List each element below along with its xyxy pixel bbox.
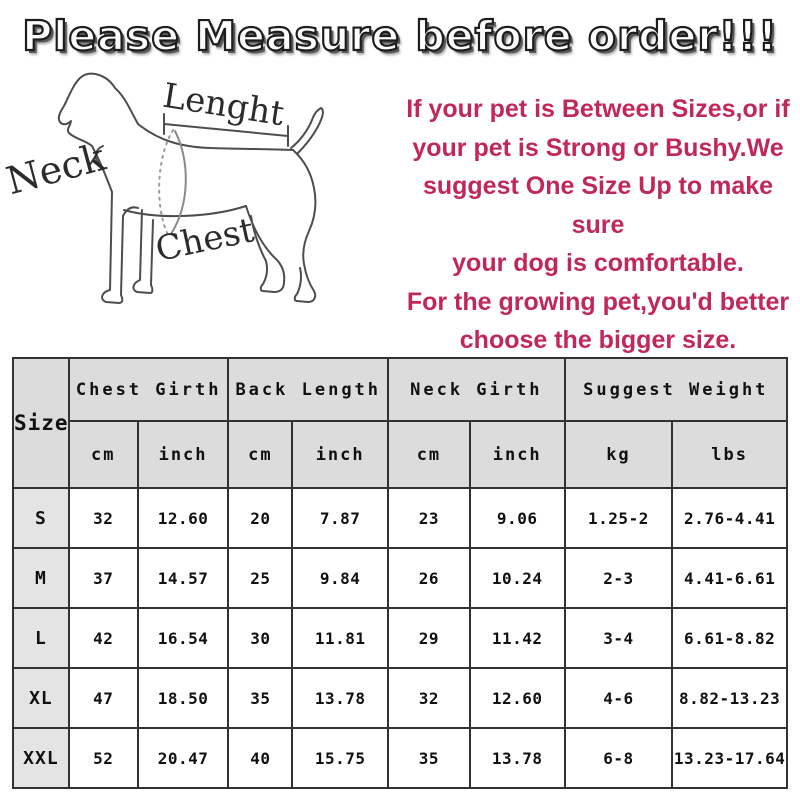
unit-back-cm: cm <box>227 420 294 489</box>
value-cell: 9.84 <box>291 547 390 609</box>
value-cell: 29 <box>387 607 471 669</box>
notice-line: For the growing pet,you'd better <box>406 287 790 316</box>
dog-tail-outline <box>290 107 324 155</box>
size-label-cell: S <box>12 487 70 549</box>
value-cell: 11.81 <box>291 607 390 669</box>
dog-collar-line <box>94 145 104 165</box>
size-table: Size Chest Girth Back Length Neck Girth … <box>12 357 789 789</box>
value-cell: 14.57 <box>136 547 230 609</box>
value-cell: 13.23-17.64 <box>671 727 788 789</box>
value-cell: 20 <box>227 487 294 549</box>
value-cell: 4-6 <box>563 667 674 729</box>
size-row-m: M 37 14.57 25 9.84 26 10.24 2-3 4.41-6.6… <box>12 547 788 609</box>
dog-measurement-diagram: Neck Lenght Chest <box>2 72 324 304</box>
dog-hind-leg-near <box>245 205 286 293</box>
dog-belly-outline <box>123 205 247 218</box>
value-cell: 6-8 <box>563 727 674 789</box>
unit-back-inch: inch <box>291 420 390 489</box>
notice-line: your pet is Strong or Bushy.We <box>412 133 784 162</box>
value-cell: 13.78 <box>468 727 566 789</box>
value-cell: 20.47 <box>136 727 230 789</box>
value-cell: 9.06 <box>468 487 566 549</box>
dog-back-outline <box>137 123 294 151</box>
value-cell: 15.75 <box>291 727 390 789</box>
unit-chest-inch: inch <box>136 420 230 489</box>
unit-neck-inch: inch <box>468 420 566 489</box>
header-chest-girth: Chest Girth <box>67 357 230 422</box>
header-back-length: Back Length <box>227 357 390 422</box>
unit-weight-kg: kg <box>563 420 674 489</box>
size-row-xxl: XXL 52 20.47 40 15.75 35 13.78 6-8 13.23… <box>12 727 788 789</box>
notice-line: your dog is comfortable. <box>452 249 744 277</box>
table-group-header-row: Size Chest Girth Back Length Neck Girth … <box>12 357 789 489</box>
value-cell: 52 <box>67 727 139 789</box>
unit-neck-cm: cm <box>387 420 471 489</box>
value-cell: 2.76-4.41 <box>671 487 788 549</box>
value-cell: 37 <box>67 547 139 609</box>
value-cell: 23 <box>387 487 471 549</box>
corner-size-header: Size <box>12 357 70 489</box>
chest-girth-dotted-line <box>158 129 174 236</box>
size-label-cell: L <box>12 607 70 669</box>
value-cell: 12.60 <box>136 487 230 549</box>
title-bar: Please Measure before order!!! <box>0 11 800 61</box>
value-cell: 13.78 <box>291 667 390 729</box>
header-suggest-weight: Suggest Weight <box>563 357 789 422</box>
value-cell: 32 <box>67 487 139 549</box>
size-row-l: L 42 16.54 30 11.81 29 11.42 3-4 6.61-8.… <box>12 607 788 669</box>
length-measure-line <box>163 123 289 137</box>
value-cell: 12.60 <box>468 667 566 729</box>
header-neck-girth: Neck Girth <box>387 357 566 422</box>
dog-front-leg-far <box>132 209 154 294</box>
value-cell: 6.61-8.82 <box>671 607 788 669</box>
value-cell: 2-3 <box>563 547 674 609</box>
value-cell: 1.25-2 <box>563 487 674 549</box>
value-cell: 10.24 <box>468 547 566 609</box>
value-cell: 26 <box>387 547 471 609</box>
value-cell: 35 <box>387 727 471 789</box>
unit-weight-lbs: lbs <box>671 420 788 489</box>
value-cell: 16.54 <box>136 607 230 669</box>
value-cell: 4.41-6.61 <box>671 547 788 609</box>
value-cell: 42 <box>67 607 139 669</box>
neck-label: Neck <box>2 135 111 204</box>
notice-line: If your pet is Between Sizes,or if <box>406 95 790 123</box>
size-label-cell: XXL <box>12 727 70 789</box>
table-unit-header-row: cm inch cm inch cm inch kg lbs <box>13 420 788 489</box>
value-cell: 47 <box>67 667 139 729</box>
value-cell: 30 <box>227 607 294 669</box>
value-cell: 8.82-13.23 <box>671 667 788 729</box>
value-cell: 18.50 <box>136 667 230 729</box>
page-title: Please Measure before order!!! <box>21 11 778 61</box>
size-row-xl: XL 47 18.50 35 13.78 32 12.60 4-6 8.82-1… <box>12 667 788 729</box>
size-label-cell: M <box>12 547 70 609</box>
value-cell: 3-4 <box>563 607 674 669</box>
notice-line: choose the bigger size. <box>459 326 737 354</box>
value-cell: 7.87 <box>291 487 390 549</box>
value-cell: 32 <box>387 667 471 729</box>
value-cell: 11.42 <box>468 607 566 669</box>
chest-girth-strap-line <box>170 130 187 235</box>
value-cell: 35 <box>227 667 294 729</box>
size-label-cell: XL <box>12 667 70 729</box>
value-cell: 25 <box>227 547 294 609</box>
notice-line: suggest One Size Up to make sure <box>422 172 774 239</box>
dog-front-leg-near <box>101 191 139 304</box>
chest-label: Chest <box>152 210 258 270</box>
dog-head-outline <box>57 72 139 193</box>
value-cell: 40 <box>227 727 294 789</box>
sizing-notice: If your pet is Between Sizes,or if your … <box>398 90 798 360</box>
size-row-s: S 32 12.60 20 7.87 23 9.06 1.25-2 2.76-4… <box>12 487 788 549</box>
dog-hind-leg-far <box>292 149 317 303</box>
unit-chest-cm: cm <box>67 420 139 489</box>
